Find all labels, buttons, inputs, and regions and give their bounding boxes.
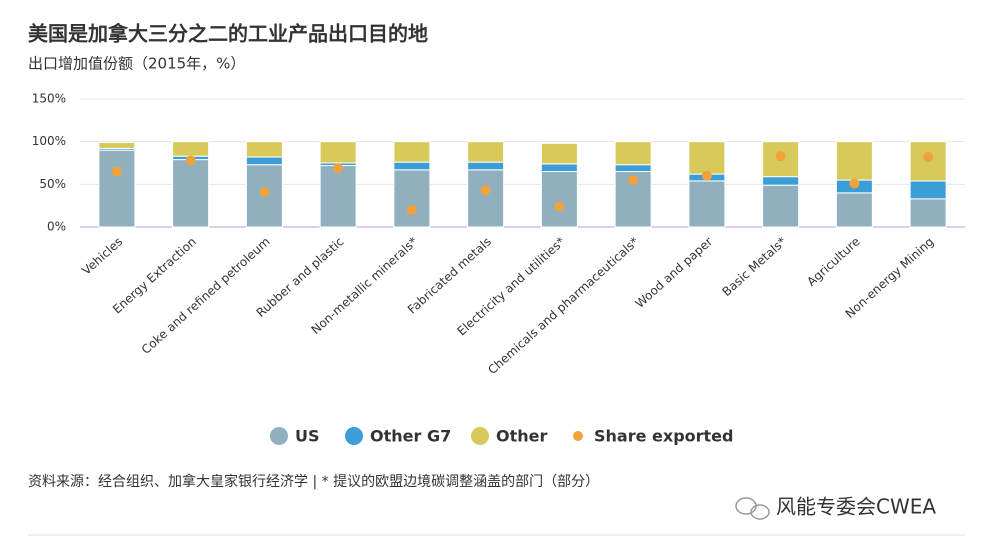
x-tick-label: Basic Metals* (719, 234, 789, 299)
bar-segment (319, 165, 357, 228)
chart-subtitle: 出口增加值份额（2015年，%） (28, 55, 245, 73)
legend-label: US (295, 427, 320, 446)
bar-segment (172, 159, 210, 228)
x-tick-label: Vehicles (79, 234, 125, 277)
bar-segment (688, 141, 726, 175)
legend-label: Other G7 (370, 427, 451, 446)
bar-segment (688, 180, 726, 228)
bar-segment (319, 141, 357, 164)
share-dot (701, 170, 712, 181)
bar-segment (540, 163, 578, 173)
x-tick-label: Chemicals and pharmaceuticals* (485, 234, 641, 377)
y-tick-label: 0% (47, 220, 66, 234)
bar-segment (909, 180, 947, 200)
watermark-icon (735, 497, 770, 520)
share-dot (333, 163, 344, 174)
bar-segment (393, 161, 431, 171)
bar-segment (393, 141, 431, 163)
bar-segment (245, 156, 283, 166)
share-dot (406, 204, 417, 215)
bar-segment (98, 142, 136, 149)
share-dot (185, 155, 196, 166)
share-dot (628, 175, 639, 186)
legend-label: Other (496, 427, 547, 446)
bar-segment (172, 141, 210, 157)
x-tick-label: Coke and refined petroleum (139, 234, 273, 357)
legend-marker (270, 427, 288, 445)
share-dot (849, 178, 860, 189)
share-dot (554, 201, 565, 212)
y-tick-label: 100% (32, 134, 66, 148)
share-dot (775, 151, 786, 162)
bar-segment (98, 149, 136, 228)
bar-segment (540, 142, 578, 165)
watermark: 风能专委会CWEA (776, 495, 936, 519)
bar-segment (393, 169, 431, 228)
share-dot (111, 166, 122, 177)
share-dot (923, 152, 934, 163)
chart-title: 美国是加拿大三分之二的工业产品出口目的地 (28, 22, 428, 46)
bar-segment (762, 176, 800, 186)
bar-segment (614, 164, 652, 173)
bar-segment (835, 141, 873, 181)
legend-marker (573, 431, 583, 441)
source: 资料来源：经合组织、加拿大皇家银行经济学 | * 提议的欧盟边境碳调整涵盖的部门… (28, 473, 599, 490)
bar-segment (909, 198, 947, 228)
legend-marker (345, 427, 363, 445)
x-tick-label: Agriculture (804, 234, 862, 289)
bar-segment (762, 184, 800, 228)
bar-segment (467, 141, 505, 163)
bar-segment (245, 141, 283, 158)
bar-segment (835, 192, 873, 228)
bar-segment (614, 141, 652, 166)
x-tick-label: Wood and paper (633, 234, 716, 310)
y-tick-label: 150% (32, 92, 66, 106)
legend-label: Share exported (594, 427, 733, 446)
share-dot (259, 187, 270, 198)
bar-segment (467, 169, 505, 228)
share-dot (480, 185, 491, 196)
y-tick-label: 50% (39, 177, 66, 191)
bar-segment (467, 161, 505, 171)
bar-segment (540, 171, 578, 228)
legend-marker (471, 427, 489, 445)
